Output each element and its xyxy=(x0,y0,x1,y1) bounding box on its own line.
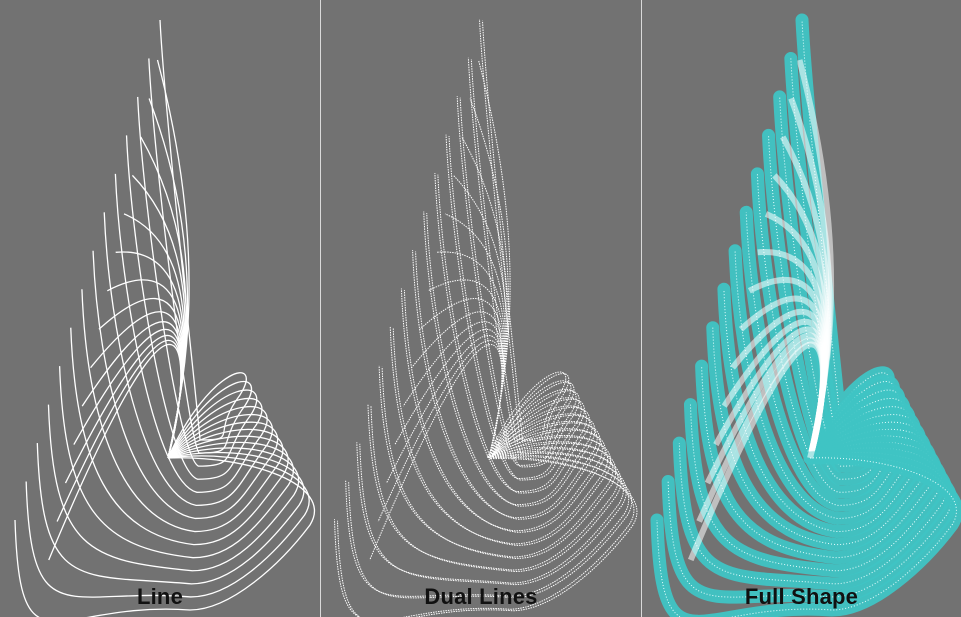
panel-full-shape: Full Shape xyxy=(642,0,961,617)
strand-line xyxy=(148,58,252,459)
strand-spine xyxy=(48,343,182,561)
strand-dual-line xyxy=(426,213,596,507)
strand-dual-line xyxy=(445,134,582,479)
full-shape-render xyxy=(650,13,961,617)
strand-dual-line xyxy=(381,366,617,559)
strand-spine xyxy=(428,279,505,459)
strand-shape-edge xyxy=(756,173,910,493)
line-render xyxy=(14,19,316,617)
panel-divider xyxy=(641,0,642,617)
strand-shape-edge xyxy=(667,455,952,598)
strand-line xyxy=(137,96,258,467)
strand-line xyxy=(36,443,305,585)
strand-line xyxy=(14,457,316,617)
strand-dual-line xyxy=(423,211,593,506)
spiral-strands xyxy=(334,19,638,617)
strand-spine xyxy=(419,298,504,459)
strand-dual-line xyxy=(348,456,633,599)
strand-spine xyxy=(478,59,511,459)
strand-spine xyxy=(461,136,508,459)
strand-line xyxy=(92,250,279,520)
panel-caption-full-shape: Full Shape xyxy=(744,584,859,609)
strand-line xyxy=(103,212,273,507)
strand-dual-line xyxy=(448,136,585,481)
strand-dual-line xyxy=(370,405,622,573)
panel-line: Line xyxy=(0,0,320,617)
panel-dual-lines: Dual Lines xyxy=(321,0,641,617)
strand-dual-line xyxy=(337,458,638,617)
strand-spine xyxy=(469,98,509,459)
strand-line xyxy=(25,455,310,598)
strand-line xyxy=(81,289,284,533)
strand-line xyxy=(159,19,247,459)
strand-dual-line xyxy=(434,173,588,493)
strand-dual-line xyxy=(437,174,591,494)
strand-shape-edge xyxy=(656,457,957,617)
strand-dual-line xyxy=(459,97,580,468)
strand-spine xyxy=(453,175,507,459)
strand-spine xyxy=(386,334,503,484)
strand-line xyxy=(70,327,289,546)
strand-dual-line xyxy=(415,251,601,520)
strand-spine xyxy=(402,321,504,459)
strand-spine xyxy=(64,334,182,484)
strand-dual-line xyxy=(389,326,609,545)
strand-shape-edge xyxy=(678,443,947,585)
strand-spine xyxy=(56,339,182,522)
strand-spine xyxy=(377,339,503,522)
panel-caption-dual-lines: Dual Lines xyxy=(424,584,538,609)
strand-line xyxy=(58,366,294,559)
strand-dual-line xyxy=(367,403,619,571)
strand-shape-edge xyxy=(734,250,921,519)
strand-shape-edge xyxy=(801,19,889,459)
strand-spine xyxy=(436,251,506,459)
spiral-strands xyxy=(650,13,961,617)
panel-divider xyxy=(320,0,321,617)
strand-spine xyxy=(369,343,503,561)
strand-dual-line xyxy=(378,365,614,558)
strand-dual-line xyxy=(467,57,572,458)
spiral-strands xyxy=(14,19,316,617)
strand-spine xyxy=(98,298,184,459)
strand-line xyxy=(114,173,268,493)
strand-dual-line xyxy=(482,20,570,459)
strand-line xyxy=(47,404,300,572)
strand-dual-line xyxy=(392,328,612,546)
panel-caption-line: Line xyxy=(136,584,184,609)
strand-dual-line xyxy=(345,454,630,597)
strand-shape-edge xyxy=(712,327,931,546)
strand-dual-line xyxy=(334,456,635,617)
strand-shape-edge xyxy=(745,212,915,506)
strand-shape-edge xyxy=(768,135,905,480)
strand-line xyxy=(125,135,263,480)
strand-dual-line xyxy=(456,96,577,466)
strand-dual-line xyxy=(359,443,627,586)
strand-spine xyxy=(156,59,190,459)
strand-dual-line xyxy=(412,249,598,519)
strand-spine xyxy=(140,136,187,459)
dual-lines-render xyxy=(334,19,638,617)
strand-spine xyxy=(687,341,826,562)
